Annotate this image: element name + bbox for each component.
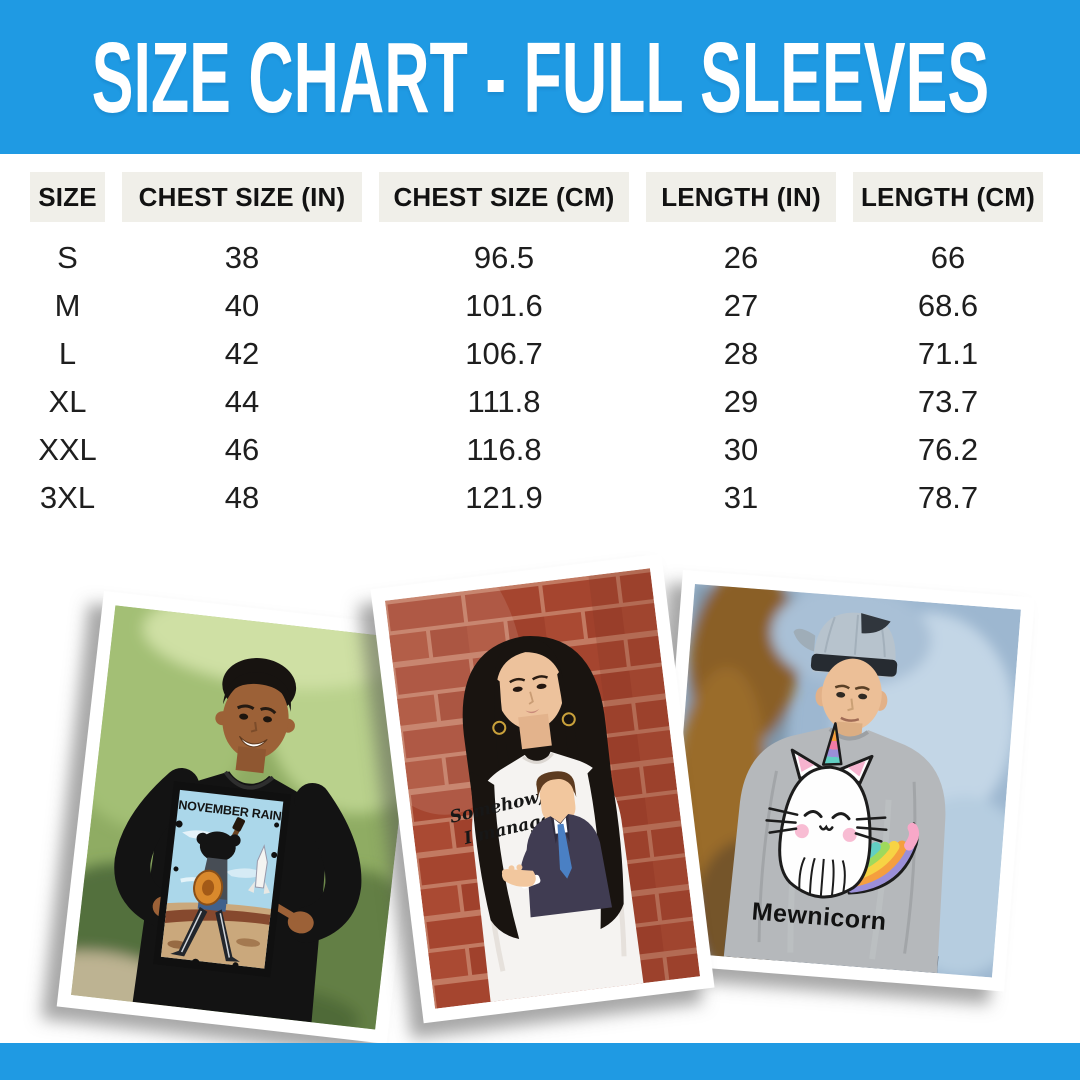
table-row: XXL 46 116.8 30 76.2: [30, 426, 1045, 474]
chest-in-value: 38: [224, 240, 260, 275]
length-in-value: 30: [723, 432, 759, 467]
length-in-value: 26: [723, 240, 759, 275]
column-header-length-in: LENGTH (IN): [646, 172, 836, 222]
table-row: 3XL 48 121.9 31 78.7: [30, 474, 1045, 522]
table-row: L 42 106.7 28 71.1: [30, 330, 1045, 378]
photo-somehow-i-manage-shirt: Somehow, I manage: [370, 553, 715, 1024]
length-cm-value: 76.2: [917, 432, 979, 467]
november-rain-photo-art: NOVEMBER RAIN: [71, 605, 420, 1030]
chest-cm-value: 106.7: [465, 336, 543, 371]
chest-cm-value: 116.8: [466, 432, 542, 467]
column-header-length-cm: LENGTH (CM): [853, 172, 1043, 222]
table-row: M 40 101.6 27 68.6: [30, 282, 1045, 330]
somehow-photo-art: Somehow, I manage: [384, 568, 701, 1009]
chest-cm-value: 101.6: [465, 288, 543, 323]
photo-november-rain-shirt: NOVEMBER RAIN: [56, 591, 434, 1044]
column-header-size: SIZE: [30, 172, 105, 222]
size-value: S: [57, 240, 78, 275]
chest-in-value: 44: [224, 384, 260, 419]
length-in-value: 27: [723, 288, 759, 323]
chest-in-value: 46: [224, 432, 260, 467]
november-rain-print: NOVEMBER RAIN: [153, 781, 292, 978]
chest-in-value: 40: [224, 288, 260, 323]
footer-bar: [0, 1043, 1080, 1080]
length-in-value: 31: [723, 480, 759, 515]
whiskers: [765, 807, 888, 843]
length-cm-value: 66: [930, 240, 966, 275]
chest-cm-value: 111.8: [467, 384, 541, 419]
size-value: 3XL: [39, 480, 96, 515]
chest-in-value: 48: [224, 480, 260, 515]
rocket-illustration: [248, 844, 270, 895]
page-title: SIZE CHART - FULL SLEEVES: [91, 20, 989, 134]
table-body: S 38 96.5 26 66 M 40 101.6 27 68.6 L 42 …: [30, 234, 1045, 522]
size-chart-table: SIZE CHEST SIZE (IN) CHEST SIZE (CM) LEN…: [30, 172, 1045, 522]
belly-fur-lines: [798, 856, 846, 896]
length-in-value: 29: [723, 384, 759, 419]
photo-mewnicorn-shirt: Mewnicorn: [652, 570, 1035, 992]
length-cm-value: 73.7: [917, 384, 979, 419]
length-cm-value: 71.1: [917, 336, 979, 371]
table-row: XL 44 111.8 29 73.7: [30, 378, 1045, 426]
size-value: M: [54, 288, 81, 323]
guitarist-illustration: [170, 817, 245, 962]
column-header-chest-in: CHEST SIZE (IN): [122, 172, 362, 222]
table-row: S 38 96.5 26 66: [30, 234, 1045, 282]
length-cm-value: 78.7: [917, 480, 979, 515]
office-character-illustration: [501, 771, 613, 918]
chest-in-value: 42: [224, 336, 260, 371]
chest-cm-value: 96.5: [473, 240, 535, 275]
banner: SIZE CHART - FULL SLEEVES: [0, 0, 1080, 154]
size-value: L: [58, 336, 77, 371]
size-value: XL: [48, 384, 87, 419]
chest-cm-value: 121.9: [465, 480, 543, 515]
column-header-chest-cm: CHEST SIZE (CM): [379, 172, 629, 222]
mewnicorn-photo-art: Mewnicorn: [665, 583, 1021, 978]
table-header-row: SIZE CHEST SIZE (IN) CHEST SIZE (CM) LEN…: [30, 172, 1045, 222]
length-in-value: 28: [723, 336, 759, 371]
size-value: XXL: [38, 432, 97, 467]
length-cm-value: 68.6: [917, 288, 979, 323]
